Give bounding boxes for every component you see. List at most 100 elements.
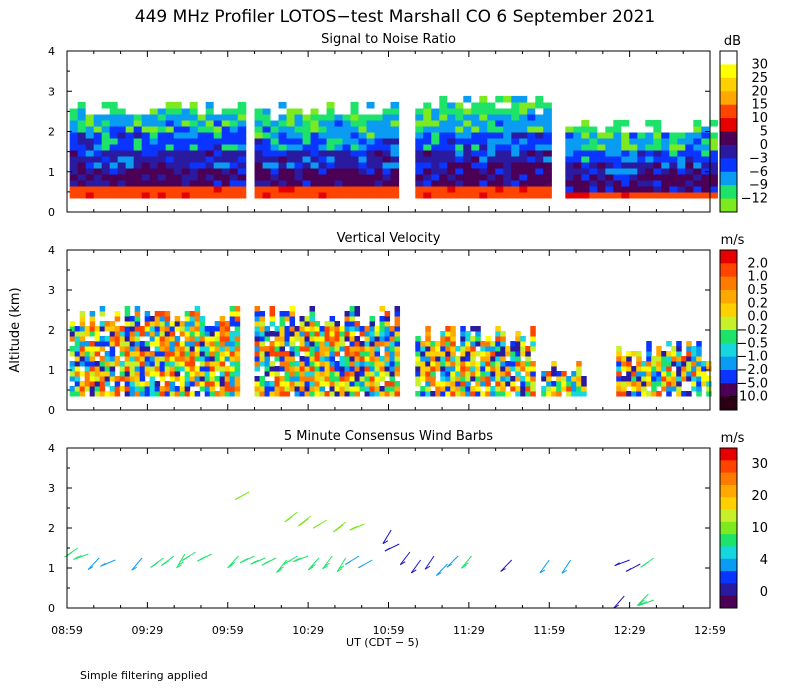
snr-cell [439,125,448,133]
vv-cell [374,361,381,367]
snr-cell [479,167,488,175]
vv-cell [254,336,261,342]
vv-cell [515,351,521,357]
vv-cell [510,361,516,367]
vv-cell [264,386,271,392]
snr-cell [109,113,119,121]
snr-cell [294,167,304,175]
panel-2-colorbar-frame [719,447,738,609]
snr-cell [423,95,432,103]
snr-cell [701,185,710,193]
snr-cell [69,179,79,187]
vv-cell [174,376,181,382]
snr-cell [213,167,223,175]
vv-cell [490,351,496,357]
snr-cell [455,131,464,139]
vv-cell [541,386,547,392]
vv-cell [616,391,622,397]
snr-cell [366,155,376,163]
vv-cell [199,376,206,382]
vv-cell [701,371,707,377]
snr-cell [237,101,247,109]
vv-cell [289,356,296,362]
vv-cell [379,326,386,332]
snr-cell [278,191,288,199]
vv-cell [309,341,316,347]
snr-cell [637,143,646,151]
snr-cell [197,173,207,181]
snr-cell [463,173,472,181]
vv-cell [475,386,481,392]
snr-cell [503,167,512,175]
vv-cell [224,346,231,352]
snr-cell [423,131,432,139]
vv-cell [520,361,526,367]
snr-cell [133,137,143,145]
snr-cell [447,191,456,199]
snr-cell [431,101,440,109]
vv-cell [435,381,441,387]
vv-cell [164,366,171,372]
snr-cell [101,137,111,145]
vv-cell [525,356,531,362]
vv-cell [460,381,466,387]
vv-cell [631,376,637,382]
snr-cell [390,149,400,157]
vv-cell [334,336,341,342]
snr-cell [278,125,288,133]
vv-cell [500,341,506,347]
snr-cell [189,131,199,139]
snr-cell [157,137,167,145]
snr-cell [589,161,598,169]
vv-cell [576,386,582,392]
wind-barb-feather [338,565,345,570]
panel-1-colorbar-swatch [720,356,737,371]
vv-cell [234,311,241,317]
vv-cell [430,361,436,367]
vv-cell [134,336,141,342]
wind-barb-feather [384,547,391,552]
snr-cell [133,161,143,169]
snr-cell [487,179,496,187]
vv-cell [219,341,226,347]
vv-cell [475,366,481,372]
vv-cell [389,371,396,377]
snr-cell [527,149,536,157]
vv-cell [149,391,156,397]
snr-cell [133,179,143,187]
snr-cell [181,167,191,175]
snr-cell [382,143,392,151]
vv-cell [154,366,161,372]
snr-cell [685,137,694,145]
snr-cell [597,143,606,151]
snr-cell [173,101,183,109]
snr-cell [85,119,95,127]
snr-cell [77,173,87,181]
vv-cell [324,341,331,347]
vv-cell [319,331,326,337]
vv-cell [174,371,181,377]
snr-cell [653,179,662,187]
snr-cell [431,143,440,151]
snr-cell [685,143,694,151]
panel-0-ytick-label: 2 [48,126,55,139]
vv-cell [359,351,366,357]
vv-cell [169,386,176,392]
vv-cell [691,361,697,367]
snr-cell [181,101,191,109]
panel-2-colorbar-label: 20 [751,489,768,504]
snr-cell [342,161,352,169]
vv-cell [384,386,391,392]
vv-cell [134,371,141,377]
snr-cell [310,167,320,175]
panel-1-colorbar-label: 1.0 [747,270,768,285]
vv-cell [264,326,271,332]
snr-cell [165,167,175,175]
vv-cell [209,376,216,382]
vv-cell [394,346,401,352]
vv-cell [144,316,151,322]
snr-cell [157,191,167,199]
snr-cell [423,101,432,109]
vv-cell [646,371,652,377]
vv-cell [79,331,86,337]
